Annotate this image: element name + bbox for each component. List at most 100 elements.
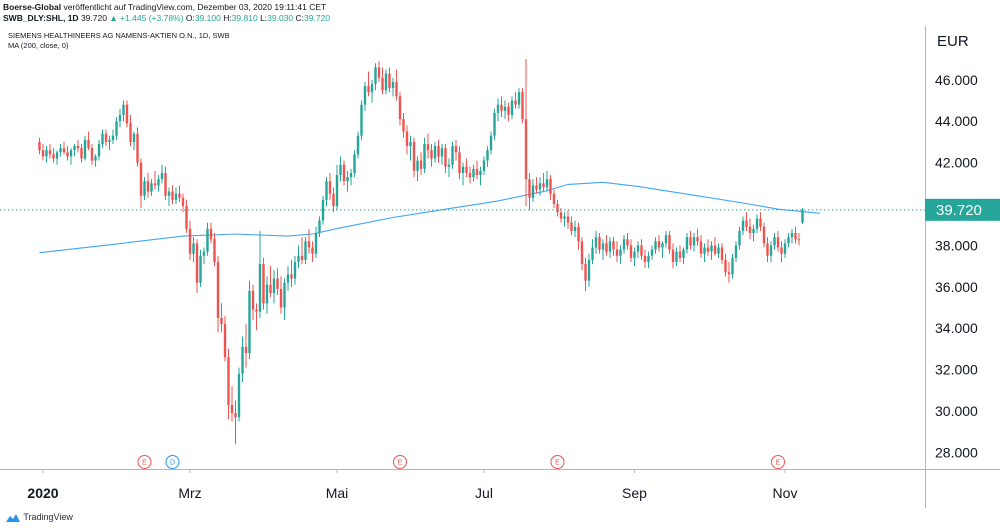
ma-legend[interactable]: MA (200, close, 0)	[8, 41, 69, 50]
candle-body	[528, 179, 531, 198]
candle-body	[472, 168, 475, 178]
candle-body	[76, 146, 80, 149]
candle-body	[675, 251, 678, 262]
price-chart[interactable]: SIEMENS HEALTHINEERS AG NAMENS-AKTIEN O.…	[0, 26, 1000, 508]
candle-body	[52, 154, 55, 159]
candle-body	[475, 168, 479, 176]
event-marker	[137, 455, 152, 469]
candle-body	[227, 357, 230, 405]
candle-body	[524, 119, 528, 180]
candle-body	[458, 152, 461, 173]
candle-body	[801, 209, 804, 223]
candle-body	[381, 77, 384, 91]
open-value: 39.100	[194, 13, 221, 23]
candle-body	[157, 179, 160, 186]
tradingview-logo[interactable]: TradingView	[5, 512, 73, 523]
candle-body	[773, 237, 776, 246]
candle-body	[622, 239, 626, 250]
symbol-name: SWB_DLY:SHL, 1D	[3, 13, 79, 23]
candle-body	[465, 166, 468, 173]
candle-body	[160, 172, 164, 180]
candle-body	[412, 141, 416, 171]
candle-body	[139, 162, 143, 196]
candle-body	[766, 243, 769, 256]
candle-body	[370, 83, 374, 93]
candle-body	[300, 255, 304, 260]
close-value: 39.720	[304, 13, 331, 23]
candle-body	[489, 135, 493, 151]
candle-body	[706, 247, 710, 252]
candle-body	[559, 212, 563, 219]
candle-body	[510, 100, 514, 116]
symbol-legend-title[interactable]: SIEMENS HEALTHINEERS AG NAMENS-AKTIEN O.…	[8, 31, 230, 40]
candle-body	[234, 413, 237, 418]
time-axis[interactable]: 2020 Mrz Mai Jul Sep Nov	[27, 469, 797, 501]
candle-body	[633, 251, 636, 258]
candle-body	[118, 115, 122, 122]
candle-body	[360, 104, 363, 136]
candle-body	[594, 237, 598, 248]
candle-body	[213, 239, 216, 262]
candle-body	[640, 245, 643, 256]
candle-body	[692, 237, 696, 246]
candle-body	[664, 235, 668, 244]
candle-body	[482, 160, 486, 171]
candle-body	[787, 237, 790, 244]
candle-body	[437, 146, 440, 157]
price-tick-label: 34.000	[935, 320, 978, 336]
candle-body	[97, 143, 101, 157]
candle-body	[185, 206, 188, 229]
candle-body	[440, 148, 444, 157]
price-tick-label: 32.000	[935, 362, 978, 378]
candle-body	[90, 148, 94, 161]
candle-body	[493, 112, 496, 136]
candle-body	[286, 274, 290, 283]
candle-body	[216, 261, 220, 318]
candle-body	[55, 152, 59, 159]
candle-body	[325, 181, 328, 200]
published-text: veröffentlicht auf TradingView.com, Deze…	[63, 2, 327, 12]
candle-body	[209, 228, 213, 240]
candle-body	[66, 152, 69, 157]
candle-body	[164, 172, 167, 196]
ma-layer	[39, 181, 821, 254]
candle-body	[563, 216, 566, 219]
candle-body	[724, 259, 727, 273]
price-tick-label: 42.000	[935, 155, 978, 171]
candle-body	[251, 290, 255, 310]
price-tick-label: 28.000	[935, 444, 978, 460]
candle-body	[521, 92, 524, 120]
price-tick-label: 46.000	[935, 72, 978, 88]
candle-body	[80, 148, 83, 159]
candle-body	[580, 241, 584, 265]
candle-body	[783, 243, 787, 254]
candle-body	[241, 346, 244, 374]
candle-body	[451, 146, 454, 165]
candle-body	[405, 131, 409, 147]
candle-body	[391, 81, 395, 89]
candle-body	[769, 245, 773, 256]
candle-body	[409, 141, 412, 147]
candle-body	[125, 104, 129, 124]
candle-body	[780, 247, 783, 254]
candle-body	[661, 243, 664, 248]
candle-body	[206, 228, 209, 252]
candle-body	[199, 255, 202, 283]
candle-body	[244, 346, 248, 354]
event-marker	[771, 455, 785, 469]
price-axis[interactable]: 28.00030.00032.00034.00036.00038.00040.0…	[925, 72, 1000, 461]
event-marker-label: E	[142, 460, 147, 467]
candle-body	[678, 251, 682, 258]
candle-body	[384, 73, 388, 91]
candle-body	[388, 73, 391, 89]
candle-body	[745, 220, 748, 227]
candle-body	[755, 218, 759, 229]
candle-body	[94, 156, 97, 161]
candle-body	[402, 119, 405, 132]
publisher-name[interactable]: Boerse-Global	[3, 2, 62, 12]
candle-body	[223, 324, 227, 358]
candle-body	[293, 261, 297, 279]
candle-body	[353, 154, 356, 173]
candle-body	[41, 150, 45, 157]
candle-body	[346, 177, 349, 182]
